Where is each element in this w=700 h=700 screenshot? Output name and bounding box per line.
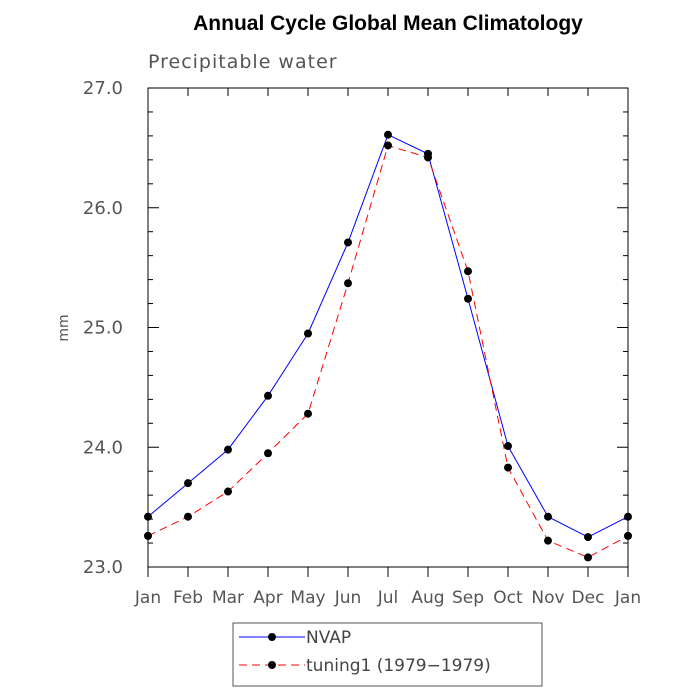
legend-marker-tuning1 [268, 661, 276, 669]
legend-box [232, 622, 543, 687]
data-point-nvap [384, 130, 392, 139]
chart-title: Annual Cycle Global Mean Climatology [193, 12, 583, 35]
x-tick-label: Aug [411, 588, 444, 608]
data-point-nvap [184, 479, 192, 488]
chart-subtitle: Precipitable water [148, 51, 338, 73]
y-tick-label: 26.0 [83, 198, 123, 219]
legend-marker-nvap [268, 633, 276, 641]
data-point-nvap [144, 512, 152, 521]
data-point-tuning1 [224, 487, 232, 496]
legend: NVAP tuning1 (1979−1979) [232, 622, 543, 687]
data-point-tuning1 [384, 141, 392, 150]
data-point-tuning1 [424, 153, 432, 162]
x-tick-label: Jun [334, 588, 362, 608]
data-point-tuning1 [264, 449, 272, 458]
data-point-tuning1 [144, 531, 152, 540]
x-tick-label: Feb [173, 588, 203, 608]
x-tick-label: Nov [531, 588, 564, 608]
series-line-nvap [147, 134, 629, 538]
x-tick-label: Jan [614, 588, 641, 608]
y-tick-label: 27.0 [83, 78, 123, 99]
legend-label-nvap: NVAP [306, 628, 351, 648]
data-point-nvap [464, 294, 472, 303]
data-point-tuning1 [304, 409, 312, 418]
plot-frame [147, 87, 629, 568]
data-point-nvap [584, 533, 592, 542]
y-axis-label: mm [56, 314, 72, 341]
data-point-tuning1 [184, 512, 192, 521]
data-point-tuning1 [624, 531, 632, 540]
data-point-nvap [544, 512, 552, 521]
series-line-tuning1 [147, 144, 629, 558]
x-tick-label: Mar [212, 588, 244, 608]
x-tick-label: Apr [253, 588, 282, 608]
series-group [144, 130, 632, 562]
x-tick-label: Oct [493, 588, 523, 608]
data-point-tuning1 [464, 267, 472, 276]
data-point-nvap [264, 391, 272, 400]
x-tick-label: Jan [134, 588, 161, 608]
y-tick-label: 25.0 [83, 318, 123, 339]
x-tick-label: Jul [377, 588, 399, 608]
x-tick-label: May [290, 588, 325, 608]
data-point-nvap [344, 238, 352, 247]
y-tick-label: 24.0 [83, 437, 123, 458]
legend-label-tuning1: tuning1 (1979−1979) [306, 656, 491, 676]
data-point-nvap [504, 442, 512, 451]
data-point-tuning1 [584, 553, 592, 562]
x-tick-label: Sep [452, 588, 484, 608]
data-point-tuning1 [504, 463, 512, 472]
x-tick-label: Dec [572, 588, 605, 608]
y-tick-label: 23.0 [83, 557, 123, 578]
data-point-nvap [304, 329, 312, 338]
data-point-tuning1 [544, 536, 552, 545]
data-point-nvap [624, 512, 632, 521]
data-point-nvap [224, 445, 232, 454]
data-point-tuning1 [344, 279, 352, 288]
axes: 23.0 24.0 25.0 26.0 27.0 Jan Feb Mar Apr May Jun Ju… [83, 78, 641, 608]
